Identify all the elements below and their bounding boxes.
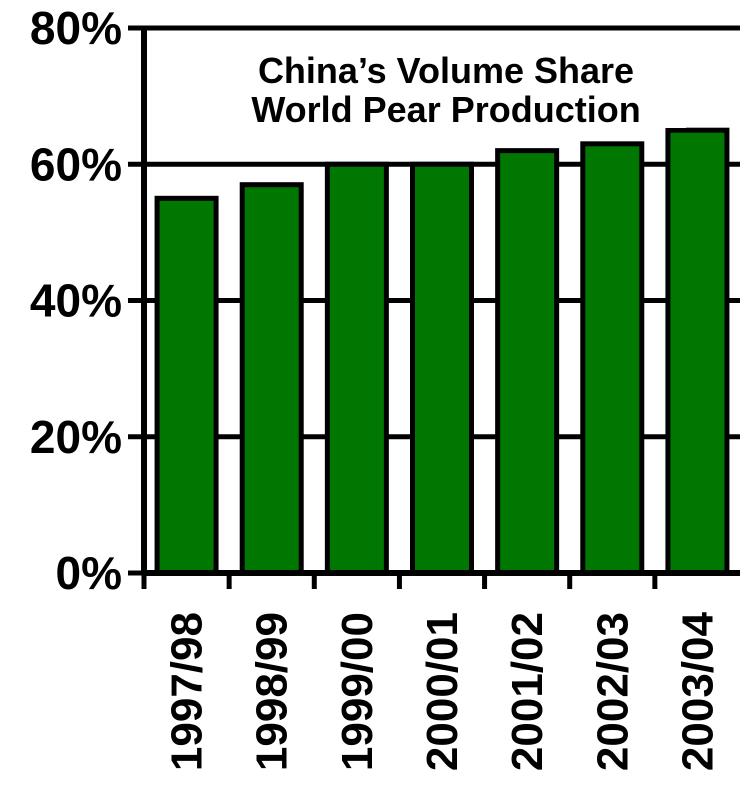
- title-background: [198, 42, 686, 128]
- chart-title-line-2: World Pear Production: [251, 89, 640, 130]
- y-tick-label: 20%: [30, 411, 122, 463]
- y-tick-labels: 0% 20% 40% 60% 80%: [30, 2, 122, 599]
- bar-1999-00: [324, 161, 389, 576]
- y-tick-label: 40%: [30, 275, 122, 327]
- x-tick-label: 2001/02: [503, 612, 552, 771]
- bars: [154, 127, 730, 576]
- bar-2002-03: [580, 141, 645, 576]
- x-tick-label: 2002/03: [588, 612, 637, 771]
- y-tick-label: 60%: [30, 138, 122, 190]
- x-tick-label: 2000/01: [418, 612, 467, 771]
- x-tick-label: 1998/99: [248, 612, 297, 771]
- x-tick-labels: 1997/98 1998/99 1999/00 2000/01 2001/02 2002/…: [163, 611, 723, 771]
- bar-2003-04: [665, 127, 730, 576]
- bar-2000-01: [410, 161, 474, 576]
- chart-title-line-1: China’s Volume Share: [258, 50, 634, 91]
- bar-1997-98: [154, 195, 219, 576]
- y-tick-label: 0%: [56, 547, 122, 599]
- x-tick-label: 2003/04: [673, 611, 722, 771]
- axes: [128, 25, 740, 589]
- bar-2001-02: [495, 148, 560, 576]
- x-tick-label: 1999/00: [333, 612, 382, 771]
- bar-1998-99: [239, 182, 304, 576]
- y-tick-label: 80%: [30, 2, 122, 54]
- x-tick-label: 1997/98: [163, 612, 212, 771]
